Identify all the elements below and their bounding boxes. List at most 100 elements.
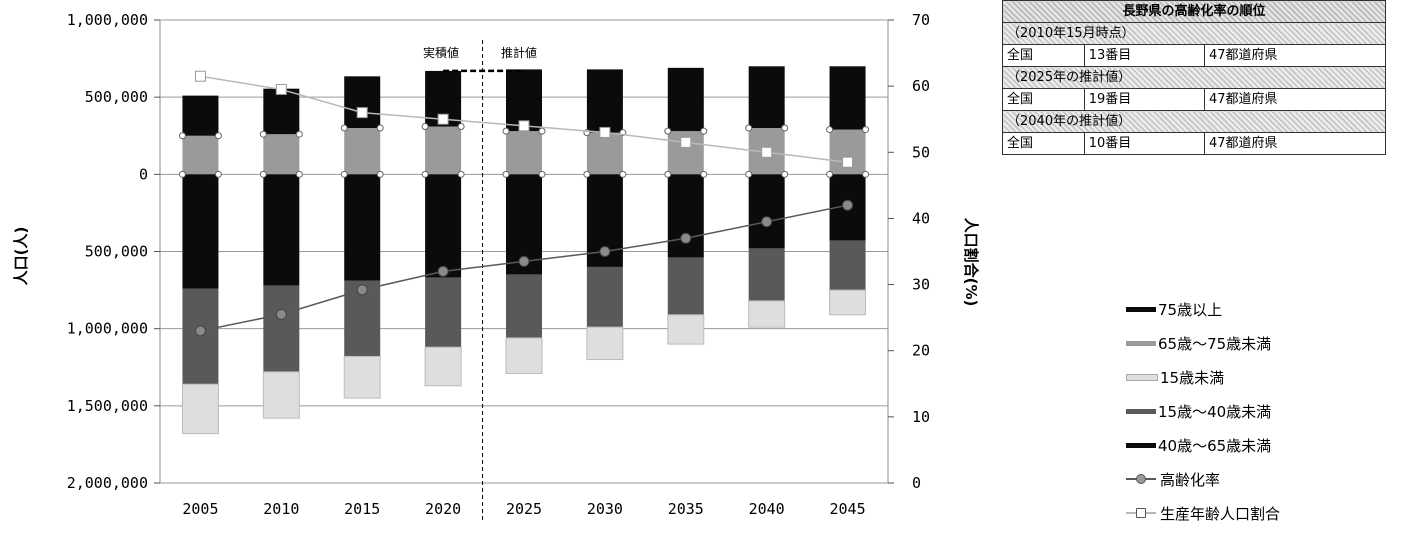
band-marker [457,170,465,178]
legend-item-40-65: 40歳～65歳未満 [1126,428,1280,462]
x-tick-label: 2035 [668,500,704,518]
rank-row-2025: 全国 19番目 47都道府県 [1002,88,1386,111]
lines [194,69,854,337]
bar-segment-2025 [505,337,543,374]
left-tick-label: 500,000 [85,88,148,106]
band-marker [826,126,834,134]
band-marker [745,124,753,132]
point-working-age-ratio [680,136,692,148]
rank-total: 47都道府県 [1204,88,1386,111]
band-marker [538,127,546,135]
legend-swatch [1126,442,1156,448]
right-tick-label: 70 [912,11,930,29]
band-marker [178,170,186,178]
right-tick-label: 50 [912,143,930,161]
left-tick-label: 0 [139,165,148,183]
legend-label: 生産年齢人口割合 [1160,504,1281,523]
bar-segment-2040 [748,66,785,129]
right-tick-label: 40 [912,209,930,227]
point-working-age-ratio [275,83,287,95]
bar-segment-2010 [263,134,300,175]
band-marker [259,170,267,178]
bar-segment-2010 [263,88,300,135]
band-marker [583,170,591,178]
legend-label: 75歳以上 [1158,300,1223,319]
rank-row-2010: 全国 13番目 47都道府県 [1002,44,1386,67]
rank-scope: 全国 [1002,132,1085,155]
left-tick-label: 1,000,000 [67,11,148,29]
band-marker [214,170,222,178]
point-aging-rate [275,308,287,320]
band-marker [259,130,267,138]
band-marker [295,130,303,138]
x-tick-label: 2005 [182,500,218,518]
legend-swatch [1126,408,1156,414]
actual-values-label: 実積値 [423,45,459,60]
point-working-age-ratio [518,120,530,132]
rank-table-title: 長野県の高齢化率の順位 [1002,0,1386,23]
legend-swatch [1126,306,1156,312]
bar-segment-2030 [586,132,623,175]
left-tick-label: 1,500,000 [67,397,148,415]
x-tick-label: 2025 [506,500,542,518]
bar-segment-2005 [182,95,219,136]
bar-segment-2045 [829,289,867,316]
x-tick-label: 2045 [829,500,865,518]
band-marker [664,127,672,135]
rank-period-2040: （2040年の推計値） [1002,110,1386,133]
legend-item-working-age-ratio: 生産年齢人口割合 [1126,496,1280,530]
bar-segment-2005 [182,174,219,289]
legend-swatch [1126,373,1158,381]
legend-swatch [1126,340,1156,346]
bar-segment-2015 [344,128,381,175]
legend-label: 高齢化率 [1160,470,1221,489]
left-tick-label: 1,000,000 [67,320,148,338]
band-marker [421,170,429,178]
point-working-age-ratio [842,156,854,168]
bar-segment-2040 [748,300,786,328]
band-marker [781,170,789,178]
point-aging-rate [194,325,206,337]
point-working-age-ratio [599,126,611,138]
point-aging-rate [680,232,692,244]
bar-segment-2020 [425,277,462,348]
band-marker [619,170,627,178]
rank-scope: 全国 [1002,88,1085,111]
band-marker [781,124,789,132]
point-aging-rate [842,199,854,211]
band-marker [700,170,708,178]
band-marker [664,170,672,178]
rank-value: 10番目 [1083,132,1206,155]
rank-table: 長野県の高齢化率の順位 （2010年15月時点） 全国 13番目 47都道府県 … [1002,0,1386,155]
point-aging-rate [518,255,530,267]
bar-segment-2005 [182,135,219,175]
bar-segment-2015 [343,355,381,399]
bar-segment-2020 [425,174,462,278]
point-aging-rate [356,284,368,296]
bar-segment-2020 [424,346,462,387]
bar-segment-2035 [667,67,704,132]
rank-total: 47都道府県 [1204,44,1386,67]
axes: 1,000,000 500,000 0 500,000 1,000,000 1,500,0… [67,11,930,518]
bar-segment-2035 [667,257,704,315]
bar-segment-2035 [667,314,705,345]
x-tick-label: 2030 [587,500,623,518]
point-aging-rate [761,216,773,228]
legend-item-aging-rate: 高齢化率 [1126,462,1280,496]
bar-segment-2010 [263,285,300,372]
bar-segment-2035 [667,174,704,258]
point-working-age-ratio [356,107,368,119]
band-marker [502,127,510,135]
left-tick-label: 2,000,000 [67,474,148,492]
bar-segment-2015 [344,76,381,129]
rank-period-2010: （2010年15月時点） [1002,22,1386,45]
legend-marker [1136,474,1146,484]
band-marker [340,124,348,132]
bar-segment-2040 [748,248,785,301]
bar-segment-2040 [748,174,785,249]
bar-segment-2045 [829,66,866,130]
rank-period-2025: （2025年の推計値） [1002,66,1386,89]
bar-segment-2005 [181,383,219,435]
band-marker [745,170,753,178]
